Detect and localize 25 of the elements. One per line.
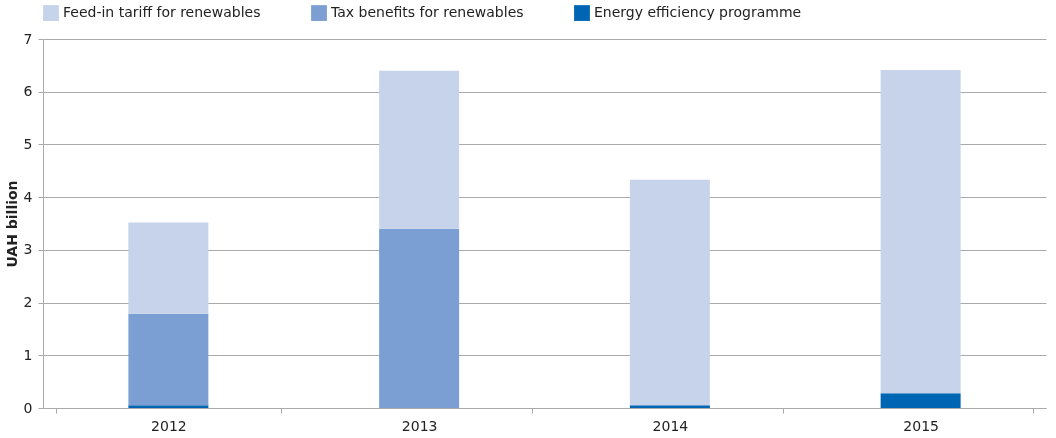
x-tick-label: 2013 (401, 417, 438, 434)
bar (128, 405, 209, 408)
y-tick-label: 6 (23, 83, 33, 100)
legend-label: Tax benefits for renewables (330, 4, 524, 21)
bar (880, 393, 961, 408)
y-tick-label: 4 (23, 188, 33, 205)
y-tick-label: 1 (23, 346, 33, 363)
y-tick-label: 5 (23, 135, 33, 152)
bar (629, 405, 710, 408)
y-tick-label: 7 (23, 30, 33, 47)
legend-label: Feed-in tariff for renewables (63, 4, 261, 21)
bar (880, 70, 961, 394)
y-tick-label: 3 (23, 241, 33, 258)
x-tick-label: 2015 (903, 417, 939, 434)
bar (128, 222, 209, 314)
y-tick-label: 0 (23, 399, 33, 416)
x-tick-label: 2012 (151, 417, 187, 434)
x-tick-label: 2014 (652, 417, 689, 434)
bar (379, 70, 460, 229)
y-axis-title: UAH billion (3, 180, 20, 268)
bar (629, 179, 710, 406)
y-tick-label: 2 (23, 294, 33, 311)
bar (379, 228, 460, 408)
bar (128, 313, 209, 406)
legend-label: Energy efficiency programme (594, 4, 802, 21)
